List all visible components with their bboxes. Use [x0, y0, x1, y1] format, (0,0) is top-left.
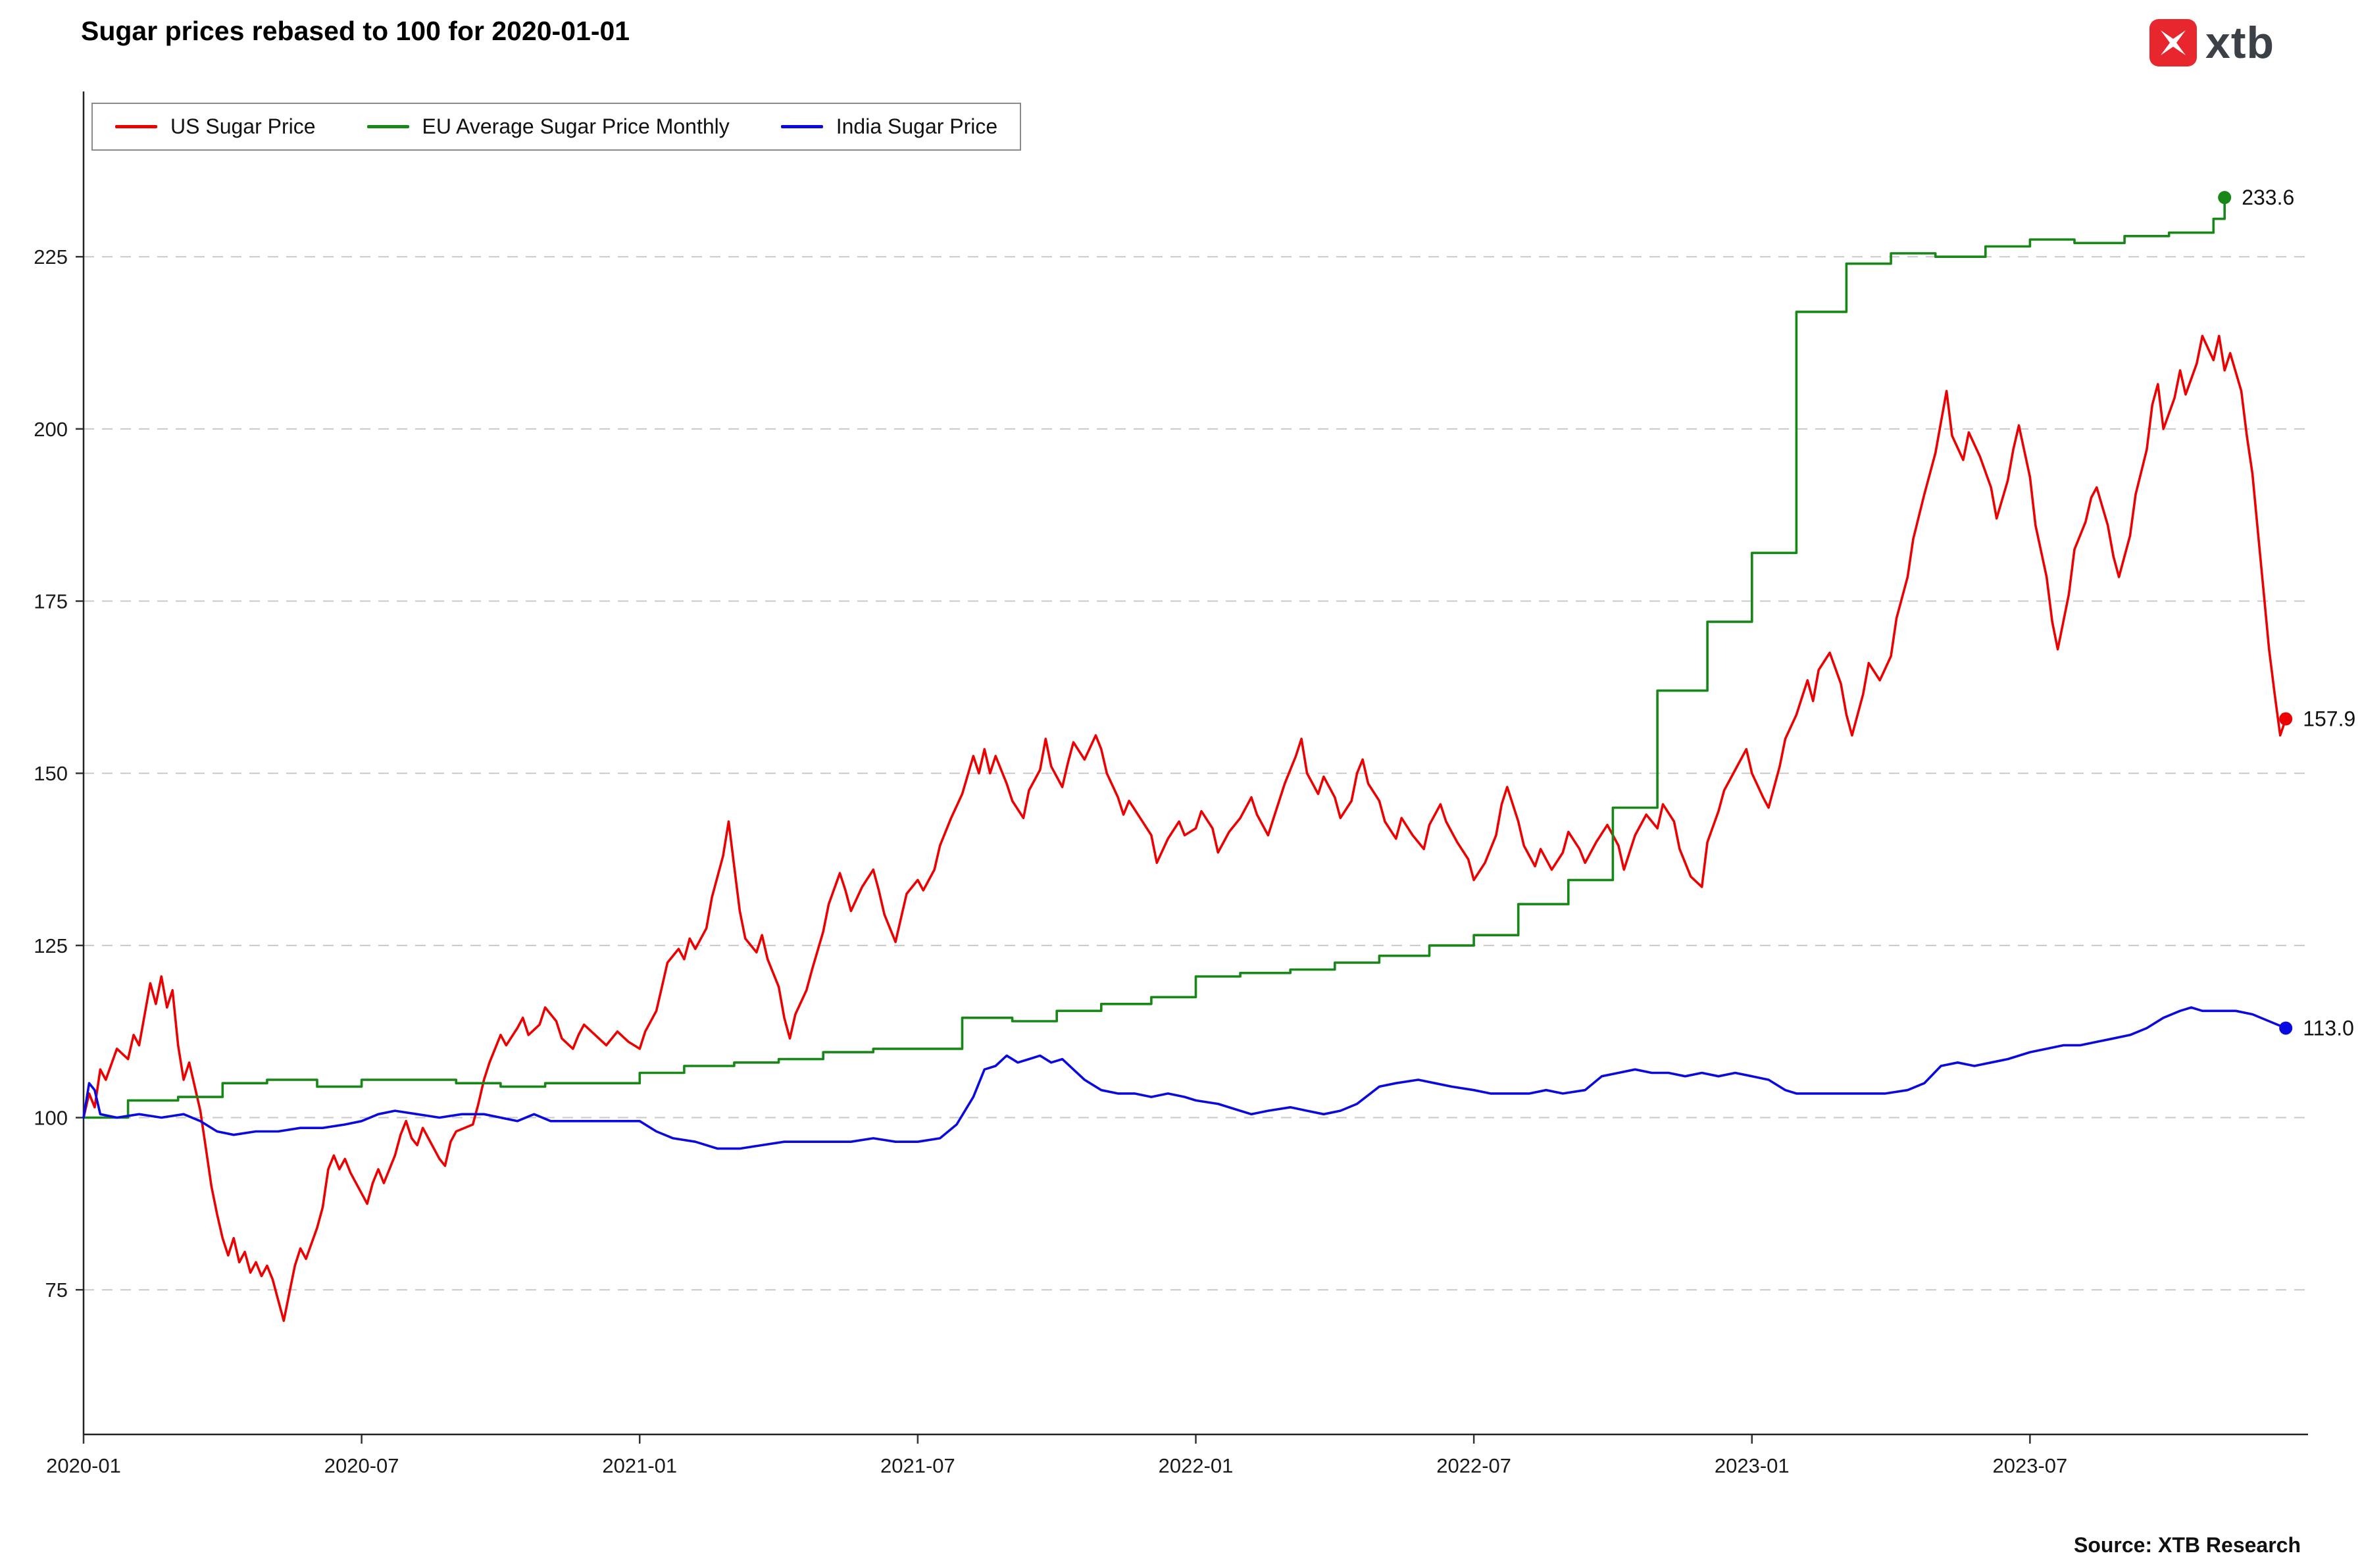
series-end-dot-us-sugar-price — [2279, 712, 2293, 726]
series-end-label-eu-average-sugar-price-monthly: 233.6 — [2242, 186, 2294, 209]
chart-legend: US Sugar Price EU Average Sugar Price Mo… — [91, 103, 1022, 151]
y-tick-label-200: 200 — [34, 418, 68, 441]
legend-line-sample-eu — [366, 125, 409, 128]
legend-item-us: US Sugar Price — [115, 114, 316, 139]
x-tick-label-1: 2020-07 — [324, 1454, 399, 1477]
xtb-logo-text: xtb — [2205, 18, 2274, 68]
xtb-logo: xtb — [2149, 17, 2274, 68]
legend-line-sample-us — [115, 125, 157, 128]
source-note: Source: XTB Research — [2073, 1533, 2301, 1557]
x-tick-label-4: 2022-01 — [1159, 1454, 1234, 1477]
x-tick-label-5: 2022-07 — [1436, 1454, 1511, 1477]
legend-label-eu: EU Average Sugar Price Monthly — [422, 114, 730, 138]
y-tick-label-175: 175 — [34, 590, 68, 613]
legend-line-sample-india — [780, 125, 823, 128]
x-tick-label-0: 2020-01 — [46, 1454, 121, 1477]
y-tick-label-100: 100 — [34, 1107, 68, 1130]
x-tick-label-3: 2021-07 — [880, 1454, 955, 1477]
series-line-india-sugar-price — [82, 1006, 2287, 1150]
series-line-us-sugar-price — [82, 334, 2287, 1323]
series-end-label-india-sugar-price: 113.0 — [2303, 1016, 2354, 1040]
legend-item-india: India Sugar Price — [780, 114, 998, 139]
y-tick-label-225: 225 — [34, 245, 68, 268]
y-tick-label-75: 75 — [45, 1278, 68, 1302]
series-end-label-us-sugar-price: 157.9 — [2303, 707, 2355, 731]
y-tick-label-150: 150 — [34, 762, 68, 785]
x-tick-label-7: 2023-07 — [1992, 1454, 2067, 1477]
legend-label-us: US Sugar Price — [170, 114, 316, 138]
series-end-dot-india-sugar-price — [2279, 1021, 2293, 1035]
series-end-dot-eu-average-sugar-price-monthly — [2218, 191, 2232, 205]
legend-label-india: India Sugar Price — [836, 114, 998, 138]
page-title: Sugar prices rebased to 100 for 2020-01-… — [81, 16, 630, 46]
series-line-eu-average-sugar-price-monthly — [82, 196, 2226, 1119]
x-tick-label-6: 2023-01 — [1715, 1454, 1790, 1477]
xtb-logo-icon — [2149, 19, 2197, 66]
legend-item-eu: EU Average Sugar Price Monthly — [366, 114, 730, 139]
y-tick-label-125: 125 — [34, 934, 68, 957]
x-tick-label-2: 2021-01 — [602, 1454, 677, 1477]
